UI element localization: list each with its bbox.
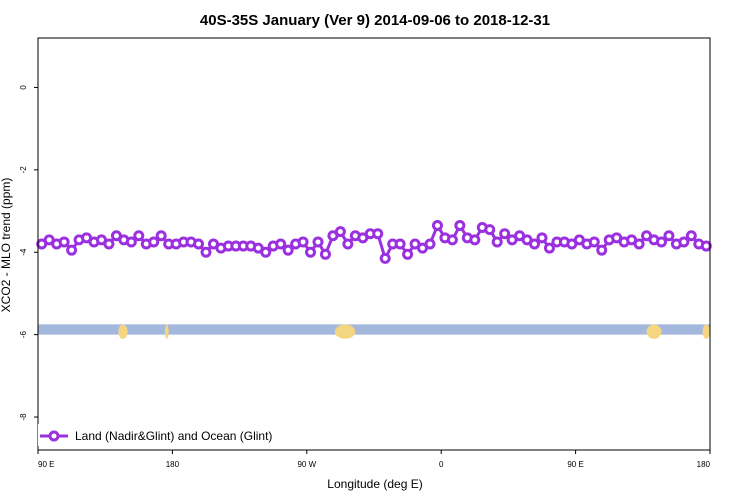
legend-label: Land (Nadir&Glint) and Ocean (Glint) (75, 429, 272, 443)
data-point (319, 248, 331, 260)
data-point (446, 234, 458, 246)
data-point (305, 246, 317, 258)
data-point (678, 236, 690, 248)
data-point (484, 224, 496, 236)
data-point (431, 219, 443, 231)
data-point (469, 234, 481, 246)
data-point (312, 236, 324, 248)
data-point (543, 242, 555, 254)
data-point (536, 232, 548, 244)
x-axis-label: Longitude (deg E) (327, 477, 422, 491)
x-tick-label: 180 (697, 460, 711, 469)
data-point (454, 219, 466, 231)
data-point (379, 252, 391, 264)
data-point (133, 230, 145, 242)
series-layer (36, 219, 712, 264)
y-tick-label: -8 (19, 413, 28, 421)
y-tick-label: 0 (19, 85, 28, 90)
land-blob (702, 324, 710, 339)
legend-marker-swatch (48, 430, 60, 442)
y-axis-label: XCO2 - MLO trend (ppm) (0, 178, 13, 313)
data-point (402, 248, 414, 260)
data-point (193, 238, 205, 250)
data-point (103, 238, 115, 250)
y-tick-label: -2 (19, 166, 28, 174)
data-point (275, 238, 287, 250)
data-point (596, 244, 608, 256)
land-blob (646, 324, 662, 339)
land-blob (164, 324, 169, 339)
data-point (297, 236, 309, 248)
data-point (282, 244, 294, 256)
land-ocean-band (38, 324, 710, 339)
data-point (499, 228, 511, 240)
data-point (58, 236, 70, 248)
data-point (491, 236, 503, 248)
data-point (529, 238, 541, 250)
x-tick-label: 90 E (567, 460, 583, 469)
chart-title: 40S-35S January (Ver 9) 2014-09-06 to 20… (200, 12, 550, 29)
data-point (663, 230, 675, 242)
x-tick-label: 180 (166, 460, 180, 469)
x-tick-label: 90 E (38, 460, 54, 469)
data-point (588, 236, 600, 248)
data-point (200, 246, 212, 258)
plot-frame (37, 37, 711, 451)
ocean-band (38, 324, 710, 335)
x-tick-label: 0 (439, 460, 444, 469)
data-point (633, 238, 645, 250)
y-tick-label: -4 (19, 248, 28, 256)
data-point (655, 236, 667, 248)
data-point (685, 230, 697, 242)
data-point (334, 226, 346, 238)
data-point (424, 238, 436, 250)
legend: Land (Nadir&Glint) and Ocean (Glint) (38, 424, 288, 446)
x-tick-label: 90 W (297, 460, 316, 469)
land-blob (118, 324, 128, 339)
data-point (155, 230, 167, 242)
data-point (372, 228, 384, 240)
y-tick-label: -6 (19, 331, 28, 339)
data-point (125, 236, 137, 248)
land-blob (334, 324, 356, 339)
data-point (394, 238, 406, 250)
data-point (66, 244, 78, 256)
legend-background (38, 424, 288, 446)
data-point (700, 240, 712, 252)
data-point (342, 238, 354, 250)
data-point (148, 236, 160, 248)
axes: 90 E 180 90 W 0 90 E 180 0 -2 -4 -6 -8 (19, 37, 711, 469)
data-point (260, 246, 272, 258)
